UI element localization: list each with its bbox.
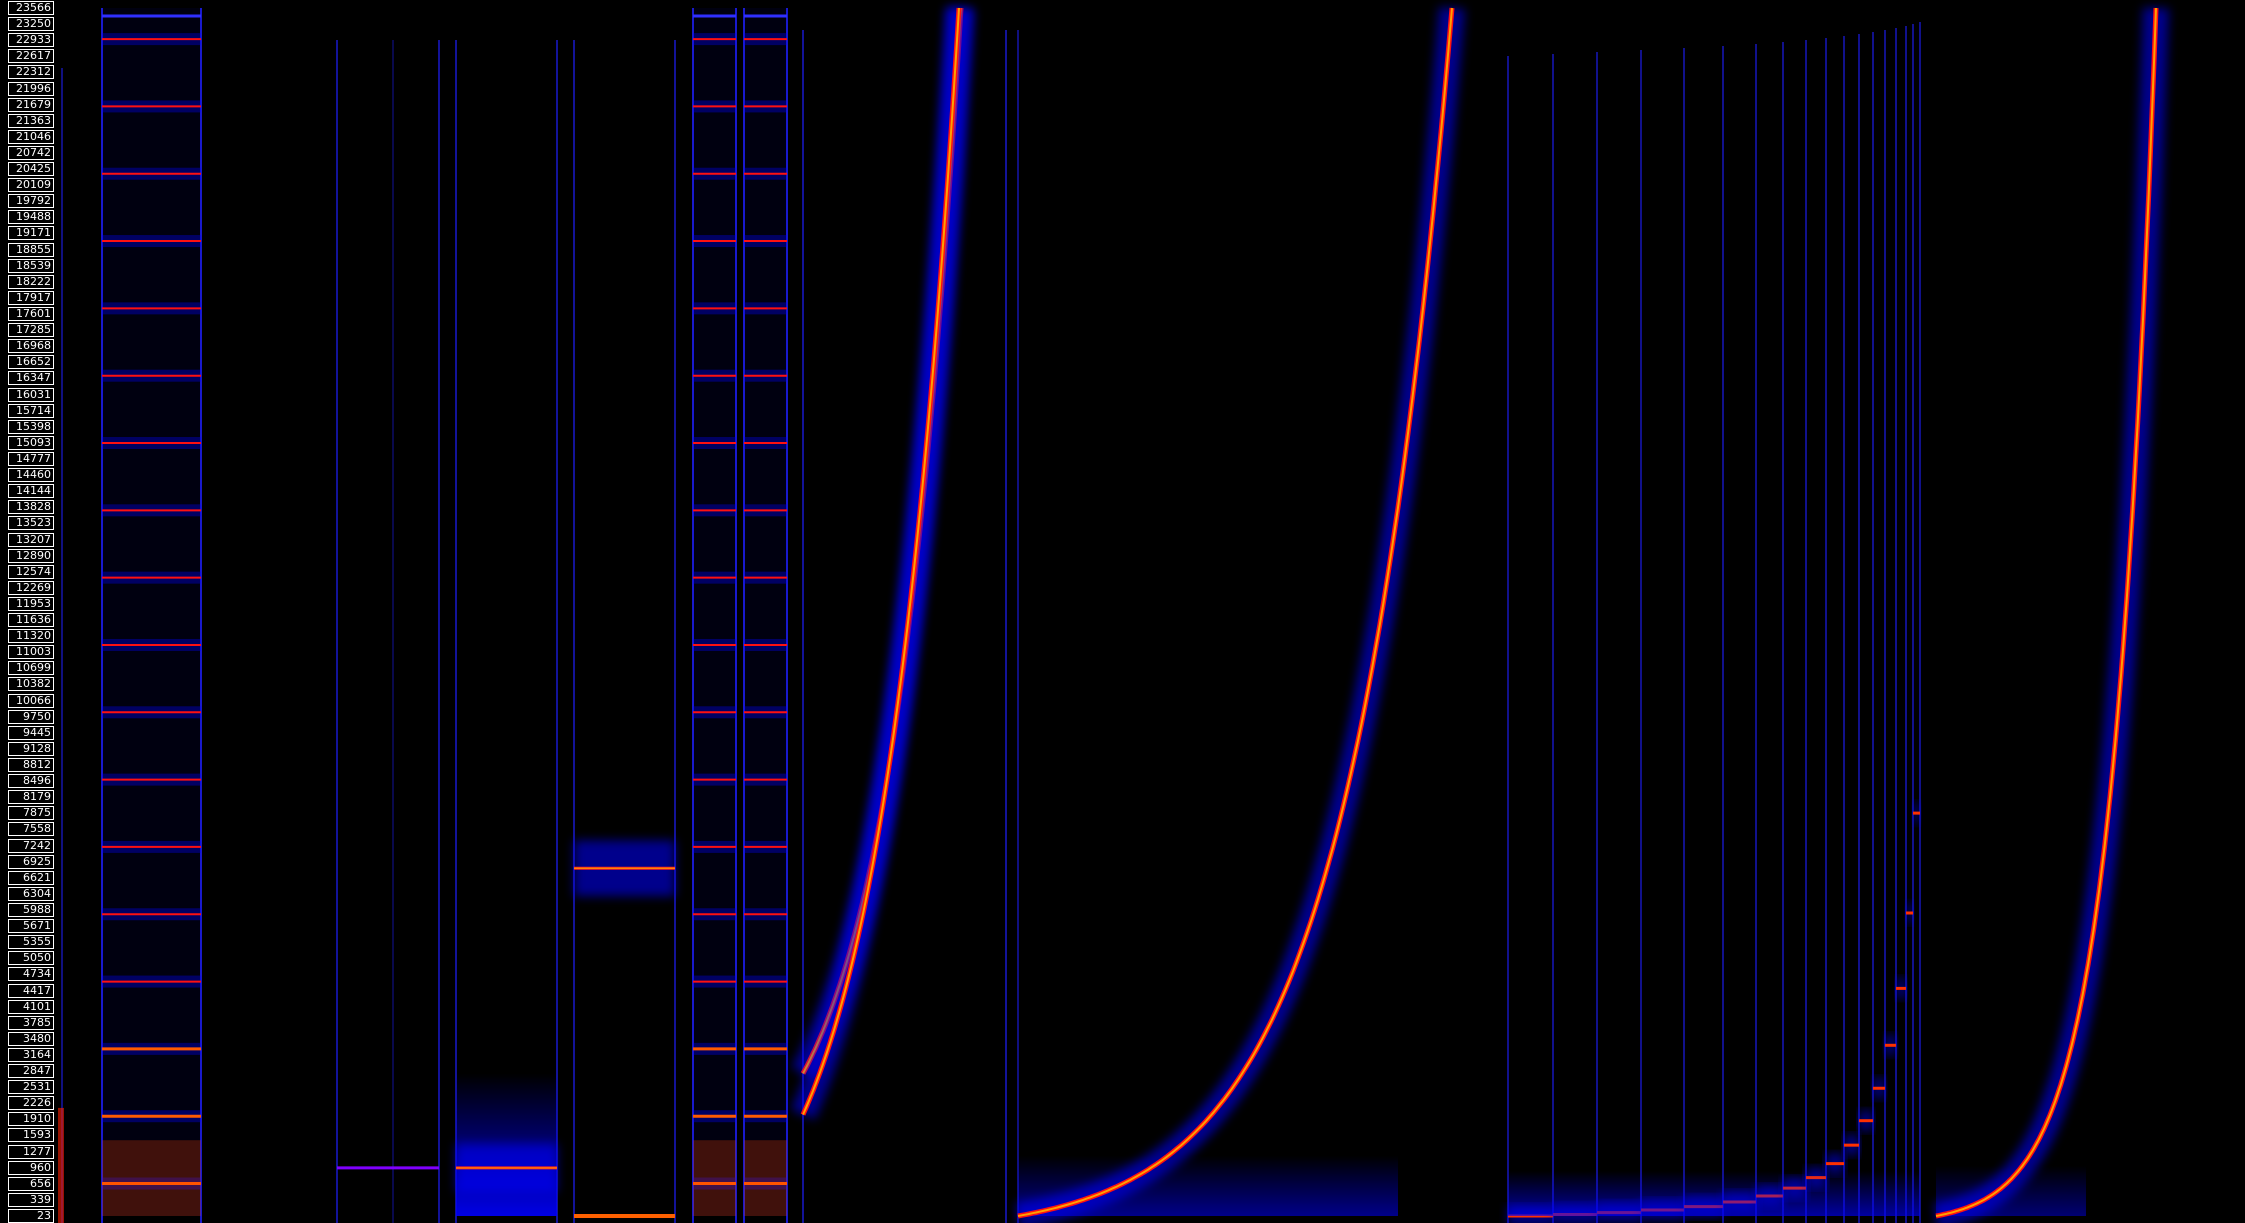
y-tick-label: 19792 [8,194,54,209]
y-tick-label: 11636 [8,613,54,628]
y-tick-label: 7875 [8,806,54,821]
y-tick-label: 23 [8,1209,54,1223]
y-tick-label: 5988 [8,902,54,917]
y-tick-label: 6304 [8,886,54,901]
y-tick-label: 20109 [8,178,54,193]
y-tick-label: 13828 [8,500,54,515]
y-tick-label: 22617 [8,49,54,64]
y-tick-label: 21679 [8,97,54,112]
harmonic-low-energy [102,1140,201,1216]
y-tick-label: 339 [8,1192,54,1207]
y-tick-label: 6925 [8,854,54,869]
y-tick-label: 14777 [8,451,54,466]
y-tick-label: 3480 [8,1031,54,1046]
y-tick-label: 17601 [8,307,54,322]
y-tick-label: 9445 [8,725,54,740]
y-tick-label: 2531 [8,1080,54,1095]
y-tick-label: 15398 [8,419,54,434]
y-tick-label: 5355 [8,935,54,950]
y-tick-label: 8496 [8,774,54,789]
y-tick-label: 23250 [8,17,54,32]
y-tick-label: 18539 [8,258,54,273]
y-tick-label: 6621 [8,870,54,885]
sweep-line-halo [791,7,972,1120]
y-tick-label: 12890 [8,548,54,563]
y-tick-label: 18222 [8,274,54,289]
y-tick-label: 5050 [8,951,54,966]
frequency-axis: 23566 23250 22933 22617 22312 21996 21679 21363… [0,0,56,1223]
y-tick-label: 15714 [8,403,54,418]
y-tick-label: 22312 [8,65,54,80]
y-tick-label: 19488 [8,210,54,225]
y-tick-label: 960 [8,1160,54,1175]
y-tick-label: 10699 [8,661,54,676]
y-tick-label: 20425 [8,162,54,177]
y-tick-label: 23566 [8,1,54,15]
impulse-mark [58,1107,64,1223]
y-tick-label: 1593 [8,1128,54,1143]
y-tick-label: 17285 [8,323,54,338]
harmonic-low-energy [744,1140,787,1216]
y-tick-label: 656 [8,1176,54,1191]
y-tick-label: 8179 [8,790,54,805]
y-tick-label: 21996 [8,81,54,96]
sweep-line-halo [1015,6,1465,1223]
y-tick-label: 22933 [8,33,54,48]
y-tick-label: 9750 [8,709,54,724]
y-tick-label: 12269 [8,580,54,595]
y-tick-label: 21046 [8,129,54,144]
y-tick-label: 15093 [8,435,54,450]
harmonic-stack-bg [744,8,787,1216]
y-tick-label: 16031 [8,387,54,402]
y-tick-label: 4101 [8,999,54,1014]
sweep-line-core [1935,7,2157,1217]
harmonic-stack-bg [102,8,201,1216]
y-tick-label: 10382 [8,677,54,692]
y-tick-label: 20742 [8,145,54,160]
y-tick-label: 4417 [8,983,54,998]
y-tick-label: 5671 [8,919,54,934]
sweep-line-core [1017,7,1453,1217]
y-tick-label: 16652 [8,355,54,370]
y-tick-label: 7558 [8,822,54,837]
y-tick-label: 11953 [8,596,54,611]
y-tick-label: 14460 [8,468,54,483]
y-tick-label: 17917 [8,290,54,305]
harmonic-low-energy [693,1140,736,1216]
y-tick-label: 4734 [8,967,54,982]
spectrogram-svg [58,6,2169,1223]
y-tick-label: 11003 [8,645,54,660]
y-tick-label: 2226 [8,1096,54,1111]
y-tick-label: 21363 [8,113,54,128]
y-tick-label: 12574 [8,564,54,579]
y-tick-label: 19171 [8,226,54,241]
step-floor-noise [1508,1171,1920,1216]
y-tick-label: 7242 [8,838,54,853]
y-tick-label: 14144 [8,484,54,499]
y-tick-label: 9128 [8,741,54,756]
y-tick-label: 11320 [8,629,54,644]
y-tick-label: 16347 [8,371,54,386]
harmonic-stack-bg [693,8,736,1216]
y-tick-label: 1910 [8,1112,54,1127]
sweep-line-core [802,7,960,1115]
spectrogram [56,0,2245,1223]
y-tick-label: 13207 [8,532,54,547]
y-tick-label: 2847 [8,1064,54,1079]
y-tick-label: 1277 [8,1144,54,1159]
y-tick-label: 8812 [8,758,54,772]
y-tick-label: 3785 [8,1015,54,1030]
y-tick-label: 18855 [8,242,54,257]
y-tick-label: 16968 [8,339,54,354]
y-tick-label: 13523 [8,516,54,531]
sweep-line-halo [1933,7,2169,1223]
y-tick-label: 3164 [8,1047,54,1062]
y-tick-label: 10066 [8,693,54,708]
